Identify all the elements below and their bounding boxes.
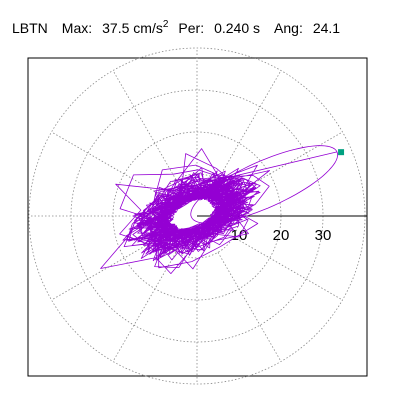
chart-header: LBTN Max: 37.5 cm/s2 Per: 0.240 s Ang: 24.1 (12, 18, 340, 41)
plot-frame (27, 57, 368, 377)
angle-value: 24.1 (312, 20, 341, 36)
grid-spoke-210 (51, 236, 161, 301)
trace-path (100, 145, 338, 274)
ring-label-20: 20 (273, 227, 290, 244)
max-label: Max: (61, 20, 93, 36)
max-point-marker (338, 149, 345, 156)
grid-spoke-330 (233, 236, 343, 301)
max-marker (338, 149, 345, 156)
grid-spoke-120 (112, 70, 177, 180)
motion-trace (100, 145, 338, 274)
angle-label: Ang: (274, 20, 303, 36)
station-code: LBTN (12, 20, 48, 36)
max-unit-exponent: 2 (162, 19, 169, 30)
grid-spoke-60 (217, 70, 282, 180)
ring-label-30: 30 (315, 227, 332, 244)
ring-labels: 10 20 30 (231, 227, 332, 244)
grid-spoke-150 (51, 131, 161, 196)
grid-spoke-240 (112, 252, 177, 362)
period-label: Per: (178, 20, 205, 36)
max-value: 37.5 cm/s (102, 20, 163, 36)
grid-spoke-300 (217, 252, 282, 362)
period-value: 0.240 s (214, 20, 261, 36)
